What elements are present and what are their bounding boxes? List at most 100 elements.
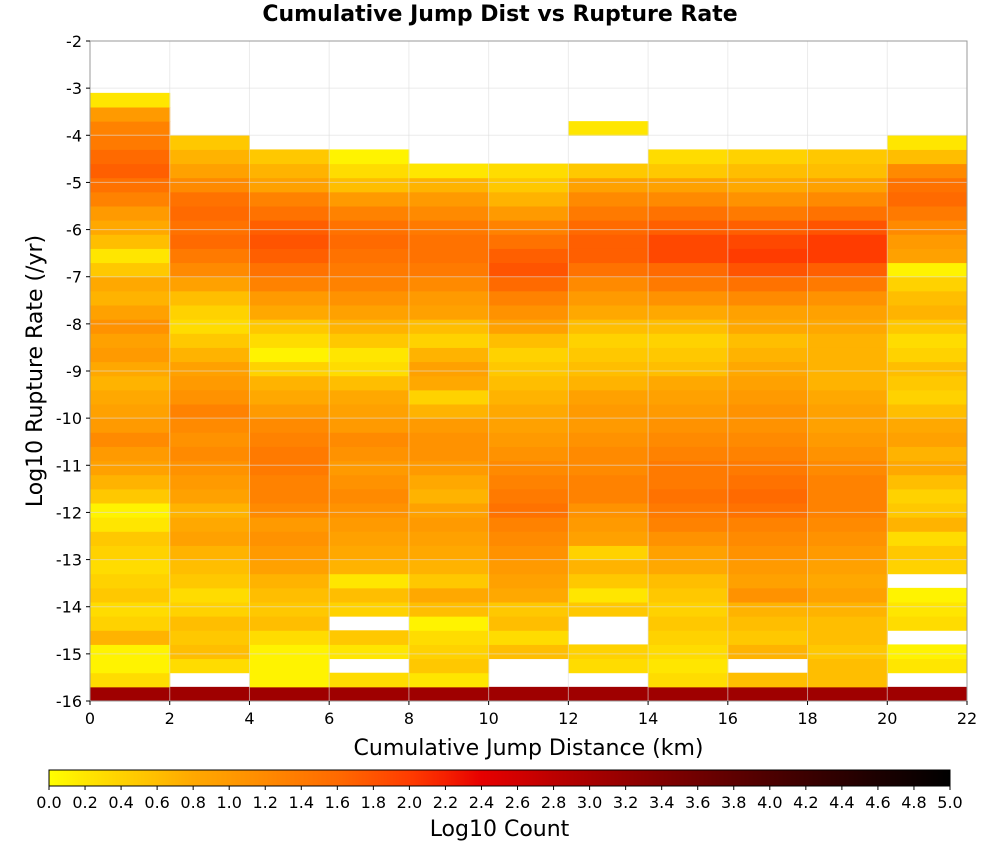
- heatmap-cell: [727, 404, 809, 419]
- heatmap-cell: [488, 418, 569, 433]
- heatmap-cell: [90, 503, 171, 518]
- heatmap-cell: [807, 361, 888, 377]
- heatmap-cell: [887, 545, 968, 561]
- heatmap-cell: [727, 517, 809, 532]
- heatmap-cell: [807, 686, 888, 702]
- heatmap-cell: [169, 206, 250, 221]
- heatmap-cell: [169, 573, 250, 589]
- heatmap-cell: [648, 319, 729, 334]
- heatmap-cell: [169, 149, 250, 165]
- heatmap-cell: [90, 177, 171, 193]
- heatmap-cell: [249, 446, 330, 462]
- heatmap-cell: [807, 404, 888, 419]
- heatmap-cell: [169, 658, 250, 674]
- heatmap-cell: [807, 276, 888, 292]
- heatmap-cell: [727, 432, 809, 447]
- heatmap-cell: [329, 630, 410, 645]
- heatmap-cell: [249, 305, 330, 320]
- heatmap-cell: [568, 333, 649, 348]
- colorbar-tick-label: 2.2: [433, 793, 458, 812]
- heatmap-cell: [568, 191, 649, 207]
- colorbar-tick-label: 4.8: [901, 793, 926, 812]
- heatmap-cell: [887, 206, 968, 221]
- heatmap-cell: [488, 446, 569, 462]
- heatmap-cell: [90, 262, 171, 278]
- heatmap-cell: [90, 686, 171, 702]
- heatmap-cell: [887, 389, 968, 405]
- heatmap-cell: [408, 347, 490, 363]
- heatmap-cell: [727, 460, 809, 476]
- heatmap-cell: [408, 319, 490, 334]
- colorbar-tick-label: 4.0: [757, 793, 782, 812]
- heatmap-cell: [408, 559, 490, 575]
- heatmap-cell: [329, 587, 410, 603]
- colorbar-tick-label: 0.0: [36, 793, 61, 812]
- heatmap-cell: [488, 531, 569, 546]
- heatmap-cell: [90, 517, 171, 532]
- heatmap-cell: [408, 418, 490, 433]
- heatmap-cell: [648, 220, 729, 235]
- colorbar-tick-label: 1.0: [216, 793, 241, 812]
- y-tick-label: -16: [56, 692, 82, 711]
- heatmap-cell: [648, 248, 729, 264]
- heatmap-cell: [488, 630, 569, 645]
- y-axis-ticks: -2 -3 -4 -5 -6 -7 -8 -9 -10 -11 -12 -13 -14 -15 -16: [56, 32, 90, 711]
- heatmap-cell: [887, 517, 968, 532]
- heatmap-cell: [648, 602, 729, 617]
- heatmap-cell: [169, 177, 250, 193]
- heatmap-cell: [727, 474, 809, 490]
- heatmap-cell: [408, 672, 490, 688]
- heatmap-cell: [90, 531, 171, 546]
- heatmap-cell: [887, 234, 968, 249]
- heatmap-cell: [329, 488, 410, 504]
- heatmap-cell: [408, 587, 490, 603]
- heatmap-cell: [727, 418, 809, 433]
- heatmap-cell: [488, 559, 569, 575]
- heatmap-cell: [329, 432, 410, 447]
- heatmap-cell: [408, 234, 490, 249]
- heatmap-cell: [408, 432, 490, 447]
- heatmap-cell: [169, 319, 250, 334]
- heatmap-cell: [169, 616, 250, 631]
- heatmap-cell: [488, 404, 569, 419]
- heatmap-cell: [568, 276, 649, 292]
- heatmap-cell: [887, 602, 968, 617]
- heatmap-cell: [887, 191, 968, 207]
- colorbar-tick-label: 3.2: [613, 793, 638, 812]
- heatmap-cell: [249, 503, 330, 518]
- heatmap-cell: [408, 206, 490, 221]
- heatmap-cell: [887, 658, 968, 674]
- colorbar-tick-label: 2.6: [505, 793, 530, 812]
- heatmap-cell: [807, 333, 888, 348]
- heatmap-cell: [90, 559, 171, 575]
- heatmap-cell: [249, 488, 330, 504]
- heatmap-cell: [329, 446, 410, 462]
- heatmap-cell: [568, 559, 649, 575]
- heatmap-cell: [90, 488, 171, 504]
- heatmap-cell: [90, 616, 171, 631]
- heatmap-cell: [249, 460, 330, 476]
- x-axis-label: Cumulative Jump Distance (km): [354, 736, 704, 761]
- x-tick-label: 0: [85, 709, 95, 728]
- heatmap-cell: [807, 672, 888, 688]
- heatmap-cell: [807, 531, 888, 546]
- heatmap-cell: [90, 432, 171, 447]
- y-tick-label: -4: [66, 126, 82, 145]
- heatmap-cell: [329, 319, 410, 334]
- heatmap-cell: [408, 220, 490, 235]
- heatmap-cell: [568, 418, 649, 433]
- heatmap-cell: [329, 672, 410, 688]
- heatmap-cell: [408, 517, 490, 532]
- heatmap-cell: [887, 446, 968, 462]
- colorbar-tick-label: 3.0: [577, 793, 602, 812]
- heatmap-cell: [648, 474, 729, 490]
- colorbar-ticks: 0.0 0.2 0.4 0.6 0.8 1.0 1.2 1.4 1.6 1.8 2.0 2.2 2.4 2…: [36, 786, 963, 812]
- heatmap-cell: [329, 305, 410, 320]
- heatmap-cell: [727, 488, 809, 504]
- heatmap-cell: [329, 163, 410, 179]
- heatmap-cell: [887, 375, 968, 391]
- heatmap-cell: [568, 220, 649, 235]
- heatmap-cell: [90, 644, 171, 660]
- heatmap-cell: [169, 347, 250, 363]
- heatmap-cell: [90, 460, 171, 476]
